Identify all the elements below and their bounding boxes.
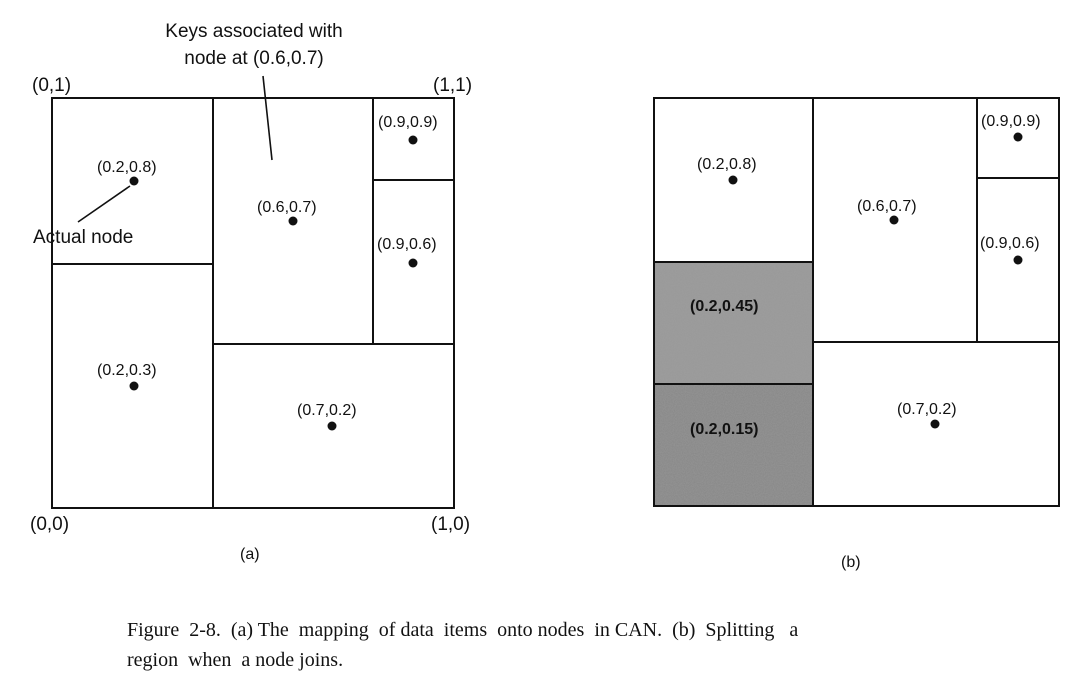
node-label: (0.2,0.15) bbox=[690, 421, 758, 438]
corner-label-top-left: (0,1) bbox=[32, 75, 71, 96]
callout-text-line2: node at (0.6,0.7) bbox=[184, 48, 323, 69]
node-dot bbox=[327, 421, 337, 431]
node-label: (0.6,0.7) bbox=[857, 198, 917, 215]
actual-node-label: Actual node bbox=[33, 227, 133, 248]
corner-label-bottom-right: (1,0) bbox=[431, 514, 470, 535]
node-label: (0.7,0.2) bbox=[297, 402, 357, 419]
callout-text-line1: Keys associated with bbox=[165, 21, 342, 42]
node-dot bbox=[728, 175, 738, 185]
node-dot bbox=[129, 381, 139, 391]
node-label: (0.6,0.7) bbox=[257, 199, 317, 216]
node-dot bbox=[408, 135, 418, 145]
node-label: (0.9,0.6) bbox=[377, 236, 437, 253]
corner-label-top-right: (1,1) bbox=[433, 75, 472, 96]
panel-a-sublabel: (a) bbox=[240, 546, 260, 563]
node-dot bbox=[408, 258, 418, 268]
node-label: (0.2,0.8) bbox=[97, 159, 157, 176]
node-dot bbox=[288, 216, 298, 226]
node-dot bbox=[889, 215, 899, 225]
node-label: (0.2,0.8) bbox=[697, 156, 757, 173]
panel-a: Keys associated with node at (0.6,0.7) (… bbox=[30, 21, 472, 563]
node-dot bbox=[930, 419, 940, 429]
panel-b-outer-square bbox=[653, 97, 1060, 507]
node-dot bbox=[129, 176, 139, 186]
panel-a-outer-square bbox=[51, 97, 455, 509]
node-label: (0.9,0.6) bbox=[980, 235, 1040, 252]
callout-pointer-line bbox=[262, 75, 273, 161]
node-label: (0.2,0.45) bbox=[690, 298, 758, 315]
node-dot bbox=[1013, 132, 1023, 142]
figure-caption-line2: region when a node joins. bbox=[127, 649, 343, 671]
node-label: (0.9,0.9) bbox=[378, 114, 438, 131]
panel-b-sublabel: (b) bbox=[841, 554, 861, 571]
actual-node-pointer-line bbox=[77, 185, 131, 223]
figure-caption-line1: Figure 2-8. (a) The mapping of data item… bbox=[127, 619, 798, 641]
corner-label-bottom-left: (0,0) bbox=[30, 514, 69, 535]
node-label: (0.2,0.3) bbox=[97, 362, 157, 379]
node-label: (0.7,0.2) bbox=[897, 401, 957, 418]
node-label: (0.9,0.9) bbox=[981, 113, 1041, 130]
panel-b: (0.2,0.8) (0.6,0.7) (0.9,0.9) (0.9,0.6) … bbox=[653, 97, 1060, 571]
node-dot bbox=[1013, 255, 1023, 265]
